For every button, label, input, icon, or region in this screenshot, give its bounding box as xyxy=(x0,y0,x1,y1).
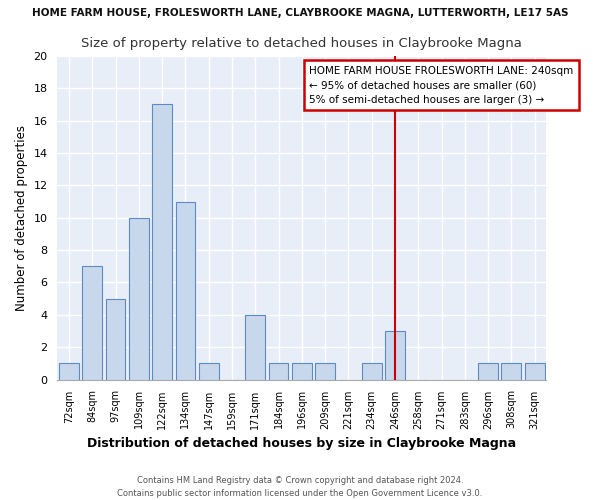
X-axis label: Distribution of detached houses by size in Claybrooke Magna: Distribution of detached houses by size … xyxy=(87,437,517,450)
Bar xyxy=(82,266,102,380)
Bar xyxy=(176,202,196,380)
Bar xyxy=(59,364,79,380)
Bar xyxy=(525,364,545,380)
Bar xyxy=(245,315,265,380)
Text: HOME FARM HOUSE FROLESWORTH LANE: 240sqm
← 95% of detached houses are smaller (6: HOME FARM HOUSE FROLESWORTH LANE: 240sqm… xyxy=(309,66,574,105)
Bar xyxy=(199,364,218,380)
Bar xyxy=(292,364,312,380)
Text: Contains HM Land Registry data © Crown copyright and database right 2024.
Contai: Contains HM Land Registry data © Crown c… xyxy=(118,476,482,498)
Bar xyxy=(269,364,289,380)
Bar xyxy=(385,331,405,380)
Bar xyxy=(315,364,335,380)
Text: HOME FARM HOUSE, FROLESWORTH LANE, CLAYBROOKE MAGNA, LUTTERWORTH, LE17 5AS: HOME FARM HOUSE, FROLESWORTH LANE, CLAYB… xyxy=(32,8,568,18)
Bar xyxy=(106,298,125,380)
Bar xyxy=(478,364,498,380)
Y-axis label: Number of detached properties: Number of detached properties xyxy=(15,124,28,310)
Bar xyxy=(362,364,382,380)
Bar xyxy=(502,364,521,380)
Bar xyxy=(152,104,172,380)
Title: Size of property relative to detached houses in Claybrooke Magna: Size of property relative to detached ho… xyxy=(82,38,522,51)
Bar xyxy=(129,218,149,380)
